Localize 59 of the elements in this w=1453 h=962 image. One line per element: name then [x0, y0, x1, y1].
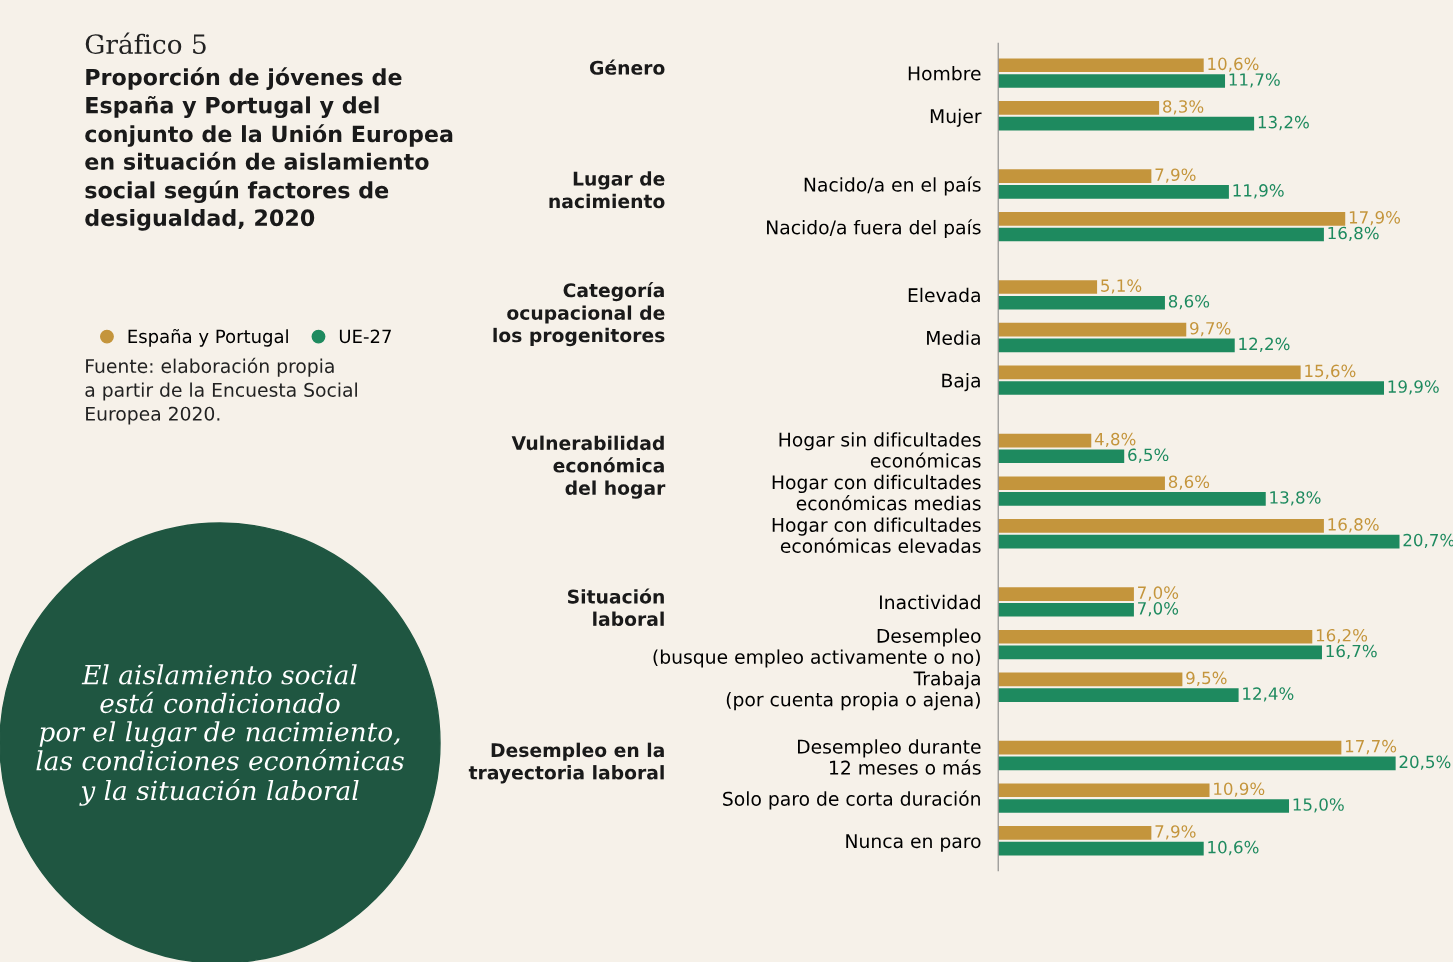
data-label: 17,7%: [1345, 739, 1397, 755]
y-tick-label: Solo paro de corta duración: [723, 790, 980, 810]
y-tick-label: Trabaja (por cuenta propia o ajena): [726, 671, 980, 711]
data-label: 16,8%: [1328, 518, 1379, 533]
data-label: 15,6%: [1305, 364, 1356, 379]
data-label: 8,6%: [1168, 294, 1210, 310]
text: El aislamiento social está condicionado por el lugar de nacimiento, las condiciones económicas y la situación laboral: [36, 664, 404, 806]
data-label: 13,8%: [1270, 491, 1321, 506]
y-tick-label: Hombre: [908, 66, 981, 81]
data-label: 13,2%: [1258, 115, 1309, 131]
y-tick-label: Hogar sin dificultades económicas: [779, 432, 981, 468]
data-label: 11,9%: [1233, 184, 1284, 199]
legend-label: UE-27: [339, 329, 391, 344]
y-tick-label: Desempleo durante 12 meses o más: [798, 739, 981, 775]
y-tick-label: Hogar con dificultades económicas elevadas: [772, 517, 981, 554]
data-label: 10,6%: [1208, 840, 1259, 856]
text: Vulnerabilidad económica del hogar: [511, 435, 666, 499]
data-label: 15,0%: [1293, 798, 1344, 813]
data-label: 10,6%: [1208, 57, 1259, 72]
data-label: 7,9%: [1155, 168, 1196, 183]
data-label: 10,9%: [1214, 782, 1265, 797]
y-tick-label: Media: [927, 330, 980, 345]
y-tick-label: Baja: [942, 373, 980, 392]
text: Categoría ocupacional de los progenitores: [493, 282, 665, 347]
y-tick-label: Nacido/a fuera del país: [767, 219, 981, 239]
data-label: 7,9%: [1155, 825, 1196, 840]
text: Gráfico 5: [85, 32, 206, 55]
text: Lugar de nacimiento: [549, 171, 665, 209]
data-label: 11,7%: [1229, 73, 1280, 88]
data-label: 17,9%: [1349, 211, 1401, 226]
source-note: Fuente: elaboración propia a partir de la Encuesta Social Europea 2020.: [85, 357, 357, 425]
data-label: 9,5%: [1186, 671, 1227, 686]
data-label: 12,2%: [1239, 337, 1290, 352]
text: Proporción de jóvenes de España y Portugal y del conjunto de la Unión Europea en situación de aislamiento social según factores de desigualdad, 2020: [85, 67, 453, 231]
data-label: 5,1%: [1101, 279, 1142, 294]
data-label: 16,7%: [1326, 644, 1377, 659]
text: Situación laboral: [568, 588, 664, 627]
y-tick-label: Hogar con dificultades económicas medias: [772, 474, 981, 511]
y-tick-label: Nunca en paro: [846, 834, 981, 852]
y-tick-label: Inactividad: [880, 594, 980, 610]
y-tick-label: Elevada: [908, 287, 980, 303]
data-label: 7,0%: [1138, 602, 1179, 617]
data-label: 7,0%: [1138, 586, 1179, 601]
y-tick-label: Desempleo (busque empleo activamente o no): [653, 628, 981, 668]
data-label: 12,4%: [1243, 687, 1294, 702]
data-label: 6,5%: [1128, 448, 1169, 463]
y-tick-label: Mujer: [930, 108, 982, 127]
data-label: 9,7%: [1190, 321, 1231, 337]
text: Género: [589, 59, 665, 75]
text: Desempleo en la trayectoria laboral: [468, 742, 664, 784]
data-label: 8,6%: [1168, 475, 1210, 490]
data-label: 4,8%: [1094, 432, 1136, 448]
legend-label: España y Portugal: [128, 328, 288, 347]
data-label: 19,9%: [1388, 380, 1439, 395]
y-tick-label: Nacido/a en el país: [804, 176, 981, 196]
data-label: 16,2%: [1316, 628, 1368, 644]
data-label: 8,3%: [1163, 100, 1204, 115]
data-label: 16,8%: [1328, 226, 1379, 242]
data-label: 20,5%: [1399, 755, 1451, 770]
